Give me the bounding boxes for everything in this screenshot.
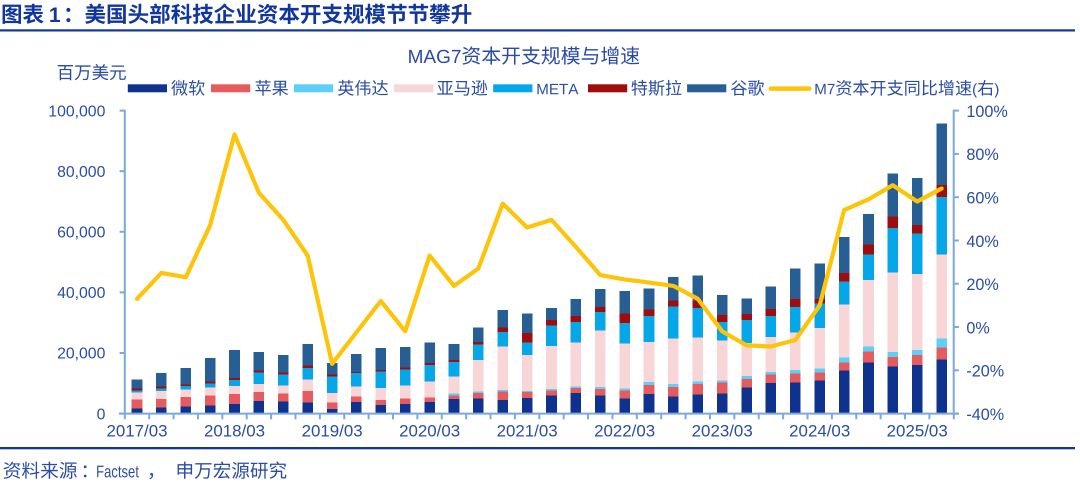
svg-text:2017/03: 2017/03 (106, 421, 167, 440)
svg-text:20,000: 20,000 (57, 346, 106, 363)
svg-text:40%: 40% (966, 233, 998, 251)
svg-text:-20%: -20% (966, 363, 1004, 381)
svg-text:0%: 0% (966, 319, 989, 337)
svg-text:20%: 20% (966, 276, 998, 294)
svg-text:100,000: 100,000 (48, 103, 105, 120)
svg-text:2020/03: 2020/03 (399, 421, 460, 440)
svg-text:80%: 80% (966, 146, 998, 164)
svg-text:40,000: 40,000 (57, 285, 106, 302)
svg-text:100%: 100% (966, 103, 1007, 121)
svg-text:60%: 60% (966, 190, 998, 208)
svg-text:0: 0 (97, 406, 106, 423)
svg-text:2023/03: 2023/03 (692, 421, 753, 440)
svg-text:80,000: 80,000 (57, 164, 106, 181)
svg-text:2021/03: 2021/03 (497, 421, 558, 440)
svg-text:2022/03: 2022/03 (594, 421, 655, 440)
svg-text:2024/03: 2024/03 (789, 421, 850, 440)
svg-text:2018/03: 2018/03 (204, 421, 265, 440)
svg-text:60,000: 60,000 (57, 225, 106, 242)
svg-text:2019/03: 2019/03 (302, 421, 363, 440)
svg-text:-40%: -40% (966, 406, 1004, 424)
svg-text:2025/03: 2025/03 (887, 421, 948, 440)
